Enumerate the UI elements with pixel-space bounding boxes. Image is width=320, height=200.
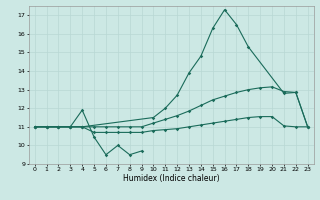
X-axis label: Humidex (Indice chaleur): Humidex (Indice chaleur) <box>123 174 220 183</box>
